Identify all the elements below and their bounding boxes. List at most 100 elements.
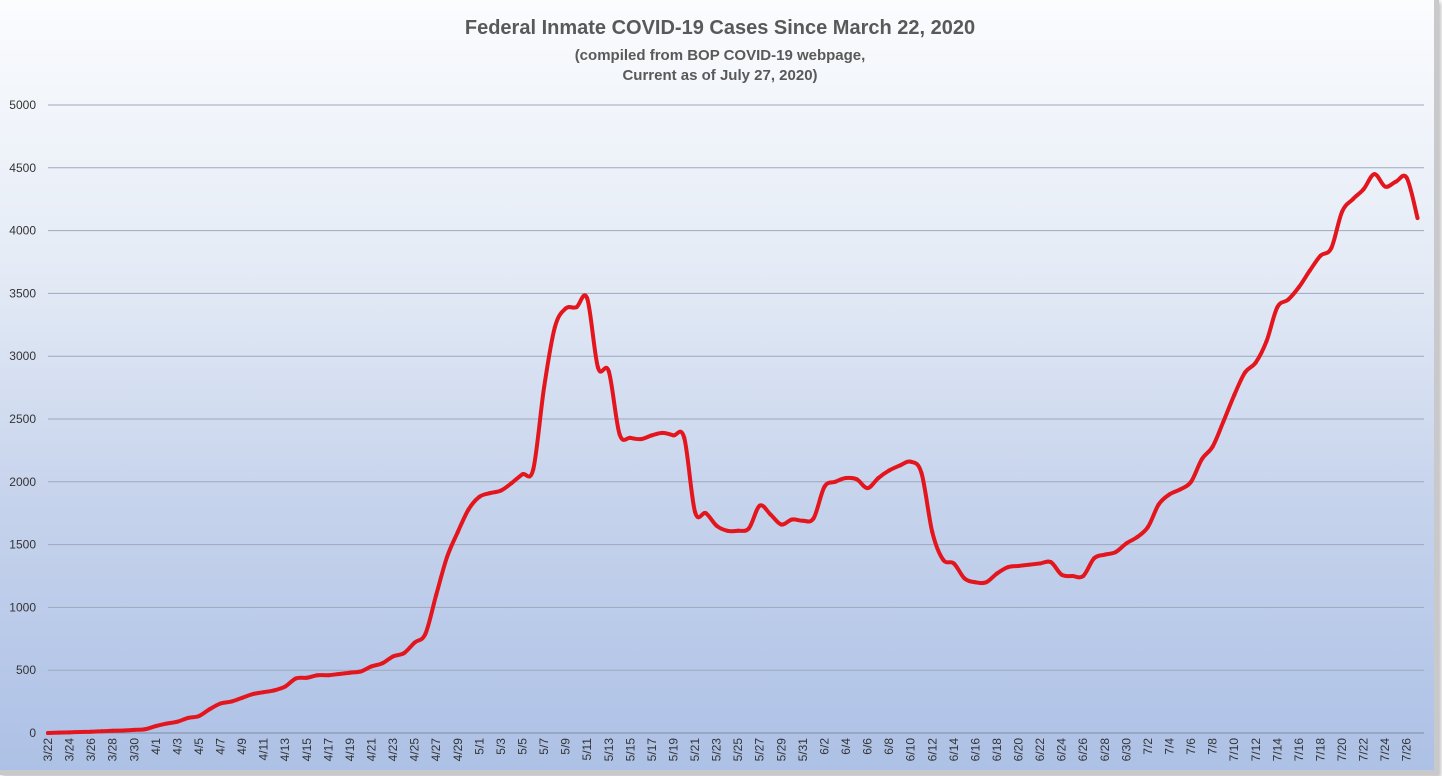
- x-tick-label: 4/3: [170, 738, 184, 755]
- data-point: [466, 507, 471, 512]
- data-point: [1027, 562, 1032, 567]
- data-point: [649, 433, 654, 438]
- x-tick-label: 7/20: [1335, 738, 1349, 762]
- data-point: [369, 664, 374, 669]
- y-tick-label: 0: [29, 726, 36, 740]
- data-point: [423, 631, 428, 636]
- data-point: [1210, 444, 1215, 449]
- data-point: [951, 561, 956, 566]
- x-tick-label: 3/28: [106, 738, 120, 762]
- x-tick-label: 7/14: [1270, 738, 1284, 762]
- x-tick-label: 5/25: [731, 738, 745, 762]
- data-point: [1167, 492, 1172, 497]
- x-tick-label: 5/11: [580, 738, 594, 761]
- data-point: [908, 459, 913, 464]
- data-point: [78, 729, 83, 734]
- data-point: [294, 676, 299, 681]
- x-tick-label: 5/9: [559, 738, 573, 755]
- data-point: [143, 727, 148, 732]
- data-point: [811, 516, 816, 521]
- data-point: [401, 651, 406, 656]
- data-point: [110, 728, 115, 733]
- data-point: [1145, 525, 1150, 530]
- data-point: [897, 463, 902, 468]
- data-point: [617, 432, 622, 437]
- data-point: [994, 571, 999, 576]
- data-point: [391, 654, 396, 659]
- x-tick-label: 6/22: [1033, 738, 1047, 762]
- x-tick-label: 7/10: [1227, 738, 1241, 762]
- data-point: [703, 511, 708, 516]
- x-tick-label: 6/8: [882, 738, 896, 755]
- x-tick-label: 7/6: [1184, 738, 1198, 755]
- data-point: [779, 522, 784, 527]
- data-point: [919, 471, 924, 476]
- data-point: [1048, 560, 1053, 565]
- data-point: [444, 555, 449, 560]
- x-tick-label: 7/26: [1400, 738, 1414, 762]
- data-point: [552, 325, 557, 330]
- y-tick-label: 2500: [9, 412, 36, 426]
- data-point: [1016, 563, 1021, 568]
- data-point: [46, 731, 50, 735]
- gridlines: [48, 104, 1424, 734]
- x-tick-label: 6/14: [947, 738, 961, 762]
- data-point: [876, 476, 881, 481]
- x-tick-label: 7/4: [1163, 738, 1177, 755]
- data-point: [563, 306, 568, 311]
- x-tick-label: 4/29: [451, 738, 465, 762]
- x-tick-label: 5/5: [515, 738, 529, 755]
- chart-subtitle-line-1: (compiled from BOP COVID-19 webpage,: [575, 47, 866, 64]
- data-point: [671, 433, 676, 438]
- x-tick-label: 3/24: [63, 738, 77, 762]
- data-point: [1318, 253, 1323, 258]
- x-tick-label: 4/23: [386, 738, 400, 762]
- x-tick-label: 5/19: [666, 738, 680, 762]
- x-tick-label: 6/10: [904, 738, 918, 762]
- data-point: [186, 715, 191, 720]
- data-point: [1038, 561, 1043, 566]
- data-point: [121, 728, 126, 733]
- data-point: [337, 671, 342, 676]
- data-point: [973, 580, 978, 585]
- x-tick-label: 7/22: [1357, 738, 1371, 762]
- x-tick-label: 5/29: [774, 738, 788, 762]
- x-tick-label: 4/15: [300, 738, 314, 762]
- data-point: [1092, 556, 1097, 561]
- x-tick-label: 6/28: [1098, 738, 1112, 762]
- data-point: [1253, 360, 1258, 365]
- x-tick-label: 4/25: [408, 738, 422, 762]
- x-tick-label: 3/22: [41, 738, 55, 762]
- data-point: [628, 435, 633, 440]
- data-point: [250, 692, 255, 697]
- data-point: [1113, 550, 1118, 555]
- data-point: [1124, 541, 1129, 546]
- data-point: [800, 518, 805, 523]
- data-point: [358, 669, 363, 674]
- data-point: [1178, 487, 1183, 492]
- data-point: [585, 296, 590, 301]
- x-tick-label: 4/9: [235, 738, 249, 755]
- data-point: [99, 729, 104, 734]
- data-point: [714, 523, 719, 528]
- x-tick-label: 5/31: [796, 738, 810, 762]
- data-point: [1135, 535, 1140, 540]
- x-tick-label: 3/26: [84, 738, 98, 762]
- x-tick-label: 6/16: [968, 738, 982, 762]
- data-point: [639, 437, 644, 442]
- data-point: [1329, 246, 1334, 251]
- x-tick-label: 5/13: [602, 738, 616, 762]
- data-point: [682, 435, 687, 440]
- data-point: [89, 729, 94, 734]
- data-point: [207, 707, 212, 712]
- data-point: [1059, 572, 1064, 577]
- data-point: [833, 479, 838, 484]
- x-tick-label: 6/26: [1076, 738, 1090, 762]
- data-point: [283, 684, 288, 689]
- data-point: [1383, 184, 1388, 189]
- y-tick-label: 5000: [9, 98, 36, 112]
- data-point: [1199, 457, 1204, 462]
- x-tick-label: 6/6: [861, 738, 875, 755]
- x-tick-label: 5/3: [494, 738, 508, 755]
- data-point: [488, 491, 493, 496]
